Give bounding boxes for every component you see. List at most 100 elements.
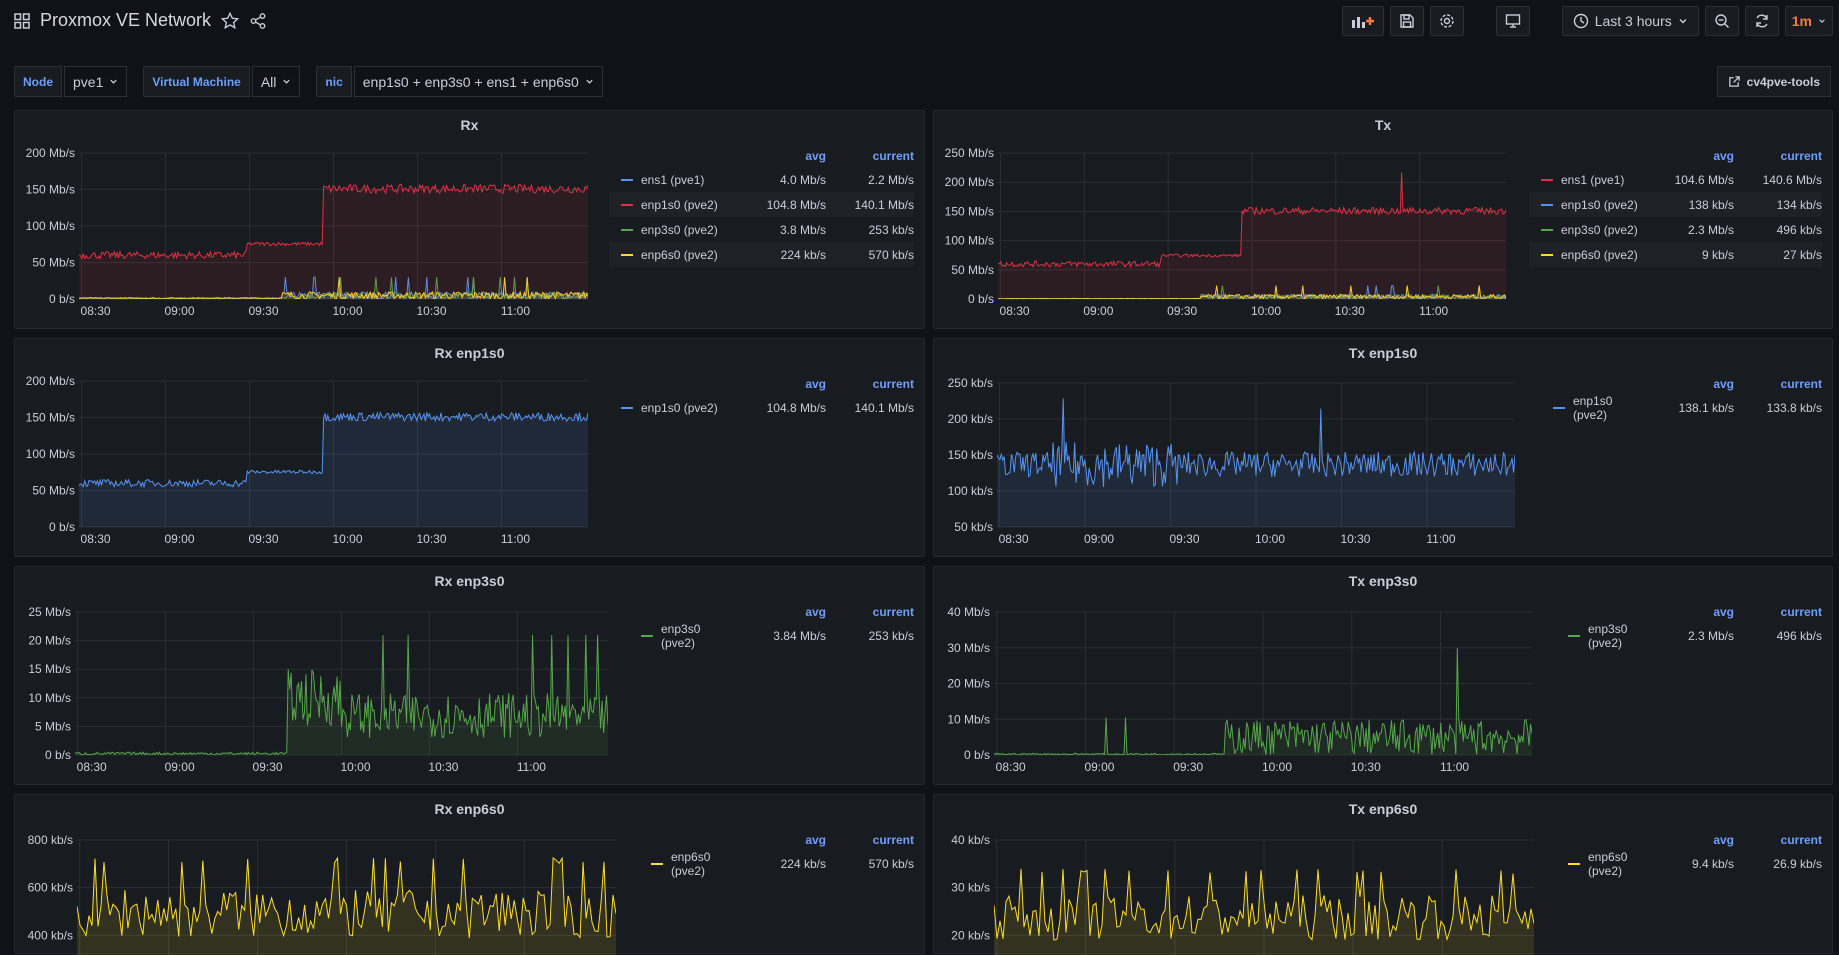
legend-header-current[interactable]: current bbox=[1780, 149, 1822, 163]
panel-rx-enp3s0[interactable]: Rx enp3s0 0 b/s 5 Mb/s 10 Mb/s 15 Mb/s 20 Mb/… bbox=[14, 566, 925, 785]
legend-series-name: enp1s0 (pve2) bbox=[1573, 393, 1613, 422]
y-tick-label: 50 Mb/s bbox=[951, 263, 994, 277]
share-icon[interactable] bbox=[249, 12, 267, 30]
y-tick-label: 150 Mb/s bbox=[26, 183, 75, 197]
panel-rx-enp1s0[interactable]: Rx enp1s0 0 b/s 50 Mb/s 100 Mb/s 150 Mb/s 200… bbox=[14, 338, 925, 557]
legend-header: avg current bbox=[639, 829, 914, 851]
series-line[interactable] bbox=[998, 285, 1506, 299]
legend-header-current[interactable]: current bbox=[872, 149, 914, 163]
x-tick-label: 10:30 bbox=[416, 532, 446, 546]
chart-tx[interactable]: 0 b/s 50 Mb/s 100 Mb/s 150 Mb/s 200 Mb/s 250 … bbox=[934, 111, 1834, 330]
panel-title[interactable]: Rx enp1s0 bbox=[434, 345, 505, 361]
legend-header-avg[interactable]: avg bbox=[1713, 149, 1734, 163]
external-link-button[interactable]: cv4pve-tools bbox=[1716, 66, 1831, 97]
panel-tx[interactable]: Tx 0 b/s 50 Mb/s 100 Mb/s 150 Mb/s 200 Mb/s 25… bbox=[933, 110, 1833, 329]
series-line[interactable] bbox=[994, 648, 1532, 755]
panel-rx[interactable]: Rx 0 b/s 50 Mb/s 100 Mb/s 150 Mb/s 200 Mb/s 08… bbox=[14, 110, 925, 329]
legend-item[interactable]: enp1s0 (pve2) 138.1 kb/s 133.8 kb/s bbox=[1541, 393, 1822, 422]
chart-tx-enp3s0[interactable]: 0 b/s 10 Mb/s 20 Mb/s 30 Mb/s 40 Mb/s 08:30 09… bbox=[934, 567, 1834, 786]
legend-item[interactable]: enp6s0 (pve2) 9.4 kb/s 26.9 kb/s bbox=[1556, 850, 1822, 878]
add-panel-button[interactable] bbox=[1341, 6, 1384, 36]
y-tick-label: 400 kb/s bbox=[28, 928, 73, 942]
y-tick-label: 200 Mb/s bbox=[26, 146, 75, 160]
refresh-interval-button[interactable]: 1m bbox=[1784, 6, 1833, 36]
legend-item[interactable]: enp6s0 (pve2) 9 kb/s 27 kb/s bbox=[1529, 242, 1822, 267]
star-icon[interactable] bbox=[221, 11, 240, 30]
x-tick-label: 10:00 bbox=[1251, 304, 1281, 318]
legend-header-avg[interactable]: avg bbox=[805, 605, 826, 619]
legend: avg current enp3s0 (pve2) 3.84 Mb/s 253 kb/s bbox=[629, 601, 914, 650]
legend-item[interactable]: enp6s0 (pve2) 224 kb/s 570 kb/s bbox=[639, 850, 914, 878]
chart-rx-enp3s0[interactable]: 0 b/s 5 Mb/s 10 Mb/s 15 Mb/s 20 Mb/s 25 Mb/s 0… bbox=[15, 567, 926, 786]
settings-button[interactable] bbox=[1429, 6, 1464, 36]
panel-title[interactable]: Tx enp1s0 bbox=[1348, 345, 1418, 361]
legend-avg-value: 3.8 Mb/s bbox=[779, 222, 826, 237]
chart-rx-enp1s0[interactable]: 0 b/s 50 Mb/s 100 Mb/s 150 Mb/s 200 Mb/s 08:3… bbox=[15, 339, 926, 558]
legend-item[interactable]: enp1s0 (pve2) 104.8 Mb/s 140.1 Mb/s bbox=[609, 192, 914, 217]
series-line[interactable] bbox=[998, 172, 1506, 269]
chevron-down-icon bbox=[1679, 19, 1687, 24]
legend-avg-value: 138 kb/s bbox=[1688, 197, 1734, 212]
panel-title[interactable]: Rx enp6s0 bbox=[434, 801, 505, 817]
legend-header-avg[interactable]: avg bbox=[1713, 833, 1734, 847]
panel-title[interactable]: Tx enp6s0 bbox=[1348, 801, 1418, 817]
series-line[interactable] bbox=[79, 410, 588, 489]
panel-tx-enp6s0[interactable]: Tx enp6s010 kb/s20 kb/s30 kb/s40 kb/savg… bbox=[933, 794, 1834, 955]
legend-item[interactable]: enp1s0 (pve2) 104.8 Mb/s 140.1 Mb/s bbox=[609, 395, 914, 420]
legend-header-current[interactable]: current bbox=[872, 377, 914, 391]
legend-header-avg[interactable]: avg bbox=[805, 833, 826, 847]
dashboard-title[interactable]: Proxmox VE Network bbox=[40, 10, 212, 30]
legend-header-current[interactable]: current bbox=[1780, 377, 1822, 391]
legend-item[interactable]: enp3s0 (pve2) 3.84 Mb/s 253 kb/s bbox=[629, 622, 914, 650]
x-tick-label: 08:30 bbox=[999, 532, 1029, 546]
legend-item[interactable]: enp3s0 (pve2) 3.8 Mb/s 253 kb/s bbox=[609, 217, 914, 242]
variable-select-vm[interactable]: All bbox=[251, 66, 301, 97]
legend-item[interactable]: ens1 (pve1) 104.6 Mb/s 140.6 Mb/s bbox=[1529, 167, 1822, 192]
legend-header-avg[interactable]: avg bbox=[1713, 377, 1734, 391]
legend-header-avg[interactable]: avg bbox=[805, 149, 826, 163]
y-tick-label: 30 Mb/s bbox=[947, 641, 990, 655]
panel-title[interactable]: Tx enp3s0 bbox=[1348, 573, 1418, 589]
variable-select-node[interactable]: pve1 bbox=[64, 66, 128, 97]
legend-header-avg[interactable]: avg bbox=[805, 377, 826, 391]
legend-item[interactable]: enp3s0 (pve2) 2.3 Mb/s 496 kb/s bbox=[1529, 217, 1822, 242]
legend-item[interactable]: enp3s0 (pve2) 2.3 Mb/s 496 kb/s bbox=[1556, 622, 1822, 650]
series-line[interactable] bbox=[77, 856, 616, 939]
legend-item[interactable]: ens1 (pve1) 4.0 Mb/s 2.2 Mb/s bbox=[609, 167, 914, 192]
series-line[interactable] bbox=[79, 277, 588, 299]
series-line[interactable] bbox=[75, 634, 608, 755]
chevron-down-icon bbox=[110, 79, 118, 84]
time-picker-button[interactable]: Last 3 hours bbox=[1561, 6, 1699, 36]
series-line[interactable] bbox=[997, 398, 1515, 488]
chart-tx-enp1s0[interactable]: 50 kb/s 100 kb/s 150 kb/s 200 kb/s 250 kb/s 0… bbox=[934, 339, 1834, 558]
save-dashboard-button[interactable] bbox=[1389, 6, 1424, 36]
panel-title[interactable]: Rx enp3s0 bbox=[434, 573, 505, 589]
legend-header-current[interactable]: current bbox=[1780, 833, 1822, 847]
variable-select-nic[interactable]: enp1s0 + enp3s0 + ens1 + enp6s0 bbox=[353, 66, 603, 97]
variable-label-node: Node bbox=[14, 66, 62, 97]
tv-mode-button[interactable] bbox=[1495, 6, 1530, 36]
legend-header-avg[interactable]: avg bbox=[1713, 605, 1734, 619]
dashboard-grid-icon[interactable] bbox=[14, 12, 30, 29]
panel-title[interactable]: Rx bbox=[460, 117, 479, 133]
panel-title[interactable]: Tx bbox=[1374, 117, 1392, 133]
series-line[interactable] bbox=[994, 868, 1534, 942]
series-line[interactable] bbox=[79, 183, 588, 261]
refresh-button[interactable] bbox=[1744, 6, 1779, 36]
legend-header-current[interactable]: current bbox=[1780, 605, 1822, 619]
legend-header-current[interactable]: current bbox=[872, 605, 914, 619]
legend-swatch bbox=[621, 178, 633, 181]
chart-tx-enp6s0[interactable]: 10 kb/s20 kb/s30 kb/s40 kb/s bbox=[934, 795, 1834, 955]
panel-tx-enp1s0[interactable]: Tx enp1s0 50 kb/s 100 kb/s 150 kb/s 200 kb/s… bbox=[933, 338, 1833, 557]
legend-item[interactable]: enp6s0 (pve2) 224 kb/s 570 kb/s bbox=[609, 242, 914, 267]
zoom-out-button[interactable] bbox=[1704, 6, 1739, 36]
panel-tx-enp3s0[interactable]: Tx enp3s0 0 b/s 10 Mb/s 20 Mb/s 30 Mb/s 40 Mb… bbox=[933, 566, 1833, 785]
legend-header-current[interactable]: current bbox=[872, 833, 914, 847]
chevron-down-icon bbox=[1819, 19, 1825, 23]
legend-item[interactable]: enp1s0 (pve2) 138 kb/s 134 kb/s bbox=[1529, 192, 1822, 217]
chart-rx[interactable]: 0 b/s 50 Mb/s 100 Mb/s 150 Mb/s 200 Mb/s 08:3… bbox=[15, 111, 926, 330]
x-tick-label: 10:30 bbox=[1351, 760, 1381, 774]
x-tick-label: 08:30 bbox=[996, 760, 1026, 774]
